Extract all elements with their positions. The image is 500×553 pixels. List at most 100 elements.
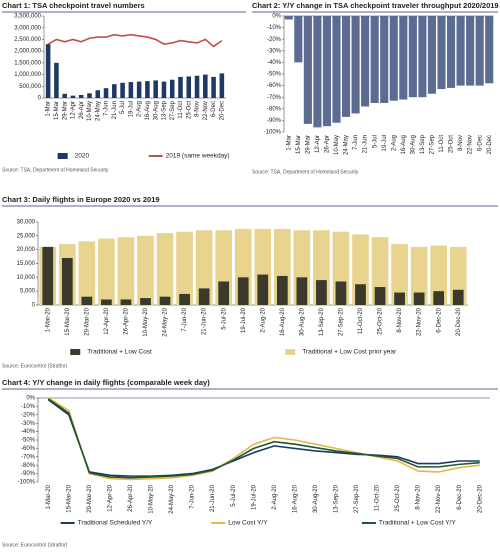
legend-label: 2019 (same weekday): [166, 153, 230, 160]
bar: [389, 16, 398, 101]
bar: [410, 246, 428, 305]
bar: [159, 296, 171, 305]
bar: [120, 82, 125, 98]
x-tick-label: 20-Dec: [487, 135, 493, 154]
y-tick-label: 2,500,000: [14, 37, 41, 43]
bar: [169, 79, 175, 98]
x-tick-label: 29-Mar: [62, 101, 68, 120]
bar: [456, 16, 465, 86]
legend-label: Traditional + Low Cost Y/Y: [379, 520, 456, 527]
x-tick-label: 7-Jun: [104, 101, 110, 116]
source-note: Source: TSA, Department of Homeland Secu…: [2, 167, 109, 173]
bar: [219, 73, 225, 98]
x-tick-label: 27-Sep-20: [339, 307, 345, 336]
bar: [284, 16, 293, 20]
bar: [112, 84, 117, 98]
chart-title: Chart 3: Daily flights in Europe 2020 vs…: [2, 195, 160, 204]
x-tick-label: 20-Dec-20: [456, 307, 462, 336]
y-tick-label: -100%: [18, 480, 36, 486]
x-tick-label: 29-Mar-20: [87, 484, 93, 512]
bar: [341, 16, 351, 117]
x-tick-label: 16-Aug-20: [292, 484, 298, 513]
x-tick-label: 13-Sep-20: [319, 307, 325, 336]
bar: [194, 75, 200, 98]
chart-title: Chart 1: TSA checkpoint travel numbers: [2, 1, 145, 10]
x-tick-label: 6-Dec: [477, 135, 483, 151]
x-tick-label: 2-Aug: [137, 101, 143, 117]
x-tick-label: 19-Jul-20: [251, 484, 257, 510]
line-series: [47, 399, 480, 477]
y-tick-label: -30%: [267, 48, 282, 54]
line-series: [47, 33, 223, 48]
x-tick-label: 19-Jul: [382, 135, 388, 151]
bar: [78, 241, 96, 305]
x-tick-label: 19-Jul: [128, 101, 134, 117]
bar: [391, 244, 408, 305]
x-tick-label: 8-Nov-20: [397, 307, 403, 332]
y-tick-label: -50%: [267, 72, 282, 78]
x-tick-label: 10-May: [334, 135, 340, 155]
x-tick-label: 15-Mar-20: [65, 307, 71, 335]
bar: [161, 81, 167, 98]
x-tick-label: 25-Oct: [449, 135, 455, 153]
x-tick-label: 8-Nov: [195, 101, 201, 117]
x-tick-label: 1-Mar-20: [46, 484, 52, 509]
y-tick-label: 20,000: [17, 247, 36, 253]
bar: [45, 44, 51, 98]
bar: [178, 76, 183, 98]
x-tick-label: 11-Oct: [439, 135, 445, 153]
legend-label: 2020: [75, 153, 90, 160]
x-tick-label: 22-Nov-20: [417, 307, 423, 336]
bar: [370, 16, 379, 103]
bar: [128, 82, 134, 98]
bar: [413, 292, 425, 305]
x-tick-label: 1-Mar-20: [45, 307, 51, 332]
x-tick-label: 13-Sep: [162, 100, 168, 120]
bar: [399, 16, 408, 100]
y-tick-label: -60%: [21, 446, 36, 452]
bar: [313, 16, 322, 128]
bar: [335, 281, 347, 305]
bar: [351, 16, 360, 114]
y-tick-label: 3,500,000: [14, 14, 41, 20]
x-tick-label: 5-Jul: [120, 101, 126, 114]
bar: [62, 93, 67, 98]
bar: [98, 238, 115, 305]
x-tick-label: 15-Mar-20: [66, 484, 72, 512]
bar: [61, 257, 73, 305]
y-tick-label: 0: [38, 96, 42, 102]
x-tick-label: 24-May-20: [163, 307, 169, 336]
x-tick-label: 5-Jul-20: [221, 307, 227, 329]
bar: [485, 16, 494, 84]
x-tick-label: 26-Apr-20: [124, 307, 130, 334]
bar: [95, 90, 101, 98]
bar: [466, 16, 475, 86]
bar: [380, 16, 389, 103]
bar: [211, 76, 216, 98]
x-tick-label: 8-Nov: [458, 135, 464, 151]
y-tick-label: 25,000: [17, 233, 36, 239]
y-tick-label: -90%: [21, 471, 36, 477]
x-tick-label: 20-Dec: [219, 101, 225, 120]
bar: [430, 245, 447, 305]
x-tick-label: 15-Mar: [54, 101, 60, 120]
x-tick-label: 7-Jun-20: [190, 484, 196, 508]
bar: [101, 299, 112, 305]
bar: [87, 93, 92, 98]
bar: [198, 288, 210, 305]
y-tick-label: 3,000,000: [14, 25, 41, 31]
x-tick-label: 25-Oct: [186, 101, 192, 119]
y-tick-label: -10%: [267, 25, 282, 31]
x-tick-label: 24-May-20: [169, 484, 175, 513]
x-tick-label: 22-Nov-20: [436, 484, 442, 513]
legend-label: Traditional + Low Cost prior year: [302, 349, 397, 356]
x-tick-label: 21-Jun: [363, 135, 369, 153]
x-tick-label: 12-Apr-20: [107, 484, 113, 511]
x-tick-label: 26-Apr: [325, 135, 331, 153]
legend-label: Traditional Scheduled Y/Y: [78, 520, 153, 527]
bar: [446, 16, 456, 88]
chart-title: Chart 2: Y/Y change in TSA checkpoint tr…: [252, 1, 499, 10]
x-tick-label: 15-Mar: [296, 135, 302, 154]
source-note: Source: Eurocontrol (Stratfor): [2, 542, 68, 548]
